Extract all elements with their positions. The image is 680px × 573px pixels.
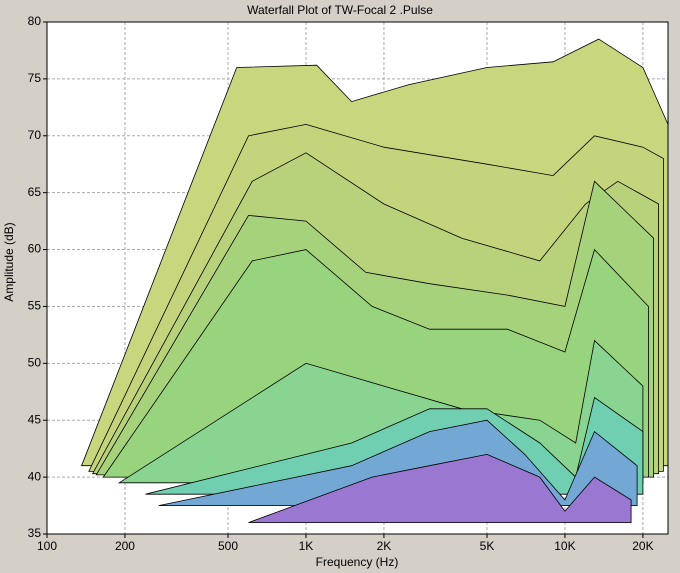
chart-title: Waterfall Plot of TW-Focal 2 .Pulse <box>247 3 433 17</box>
x-tick-label: 10K <box>554 539 575 553</box>
x-tick-label: 1K <box>299 539 314 553</box>
y-tick-label: 50 <box>28 356 42 370</box>
x-axis-label: Frequency (Hz) <box>316 555 399 569</box>
waterfall-slice <box>248 453 632 523</box>
y-tick-label: 70 <box>28 128 42 142</box>
y-axis-label: Amplitude (dB) <box>2 222 16 301</box>
x-tick-label: 20K <box>632 539 653 553</box>
plot-border <box>46 21 669 535</box>
x-tick-label: 100 <box>37 539 57 553</box>
x-tick-label: 5K <box>480 539 495 553</box>
plot-layer: 35 40 45 50 55 60 65 70 75 80 100 200 500 1K 2K 5K 10K 20… <box>28 14 669 553</box>
x-tick-label: 2K <box>377 539 392 553</box>
y-tick-label: 45 <box>28 412 42 426</box>
y-tick-label: 75 <box>28 71 42 85</box>
x-tick-label: 200 <box>115 539 135 553</box>
y-tick-label: 35 <box>28 526 42 540</box>
y-tick-label: 55 <box>28 299 42 313</box>
y-tick-label: 60 <box>28 242 42 256</box>
x-tick-label: 500 <box>218 539 238 553</box>
y-tick-label: 65 <box>28 185 42 199</box>
y-tick-label: 40 <box>28 469 42 483</box>
y-tick-label: 80 <box>28 14 42 28</box>
